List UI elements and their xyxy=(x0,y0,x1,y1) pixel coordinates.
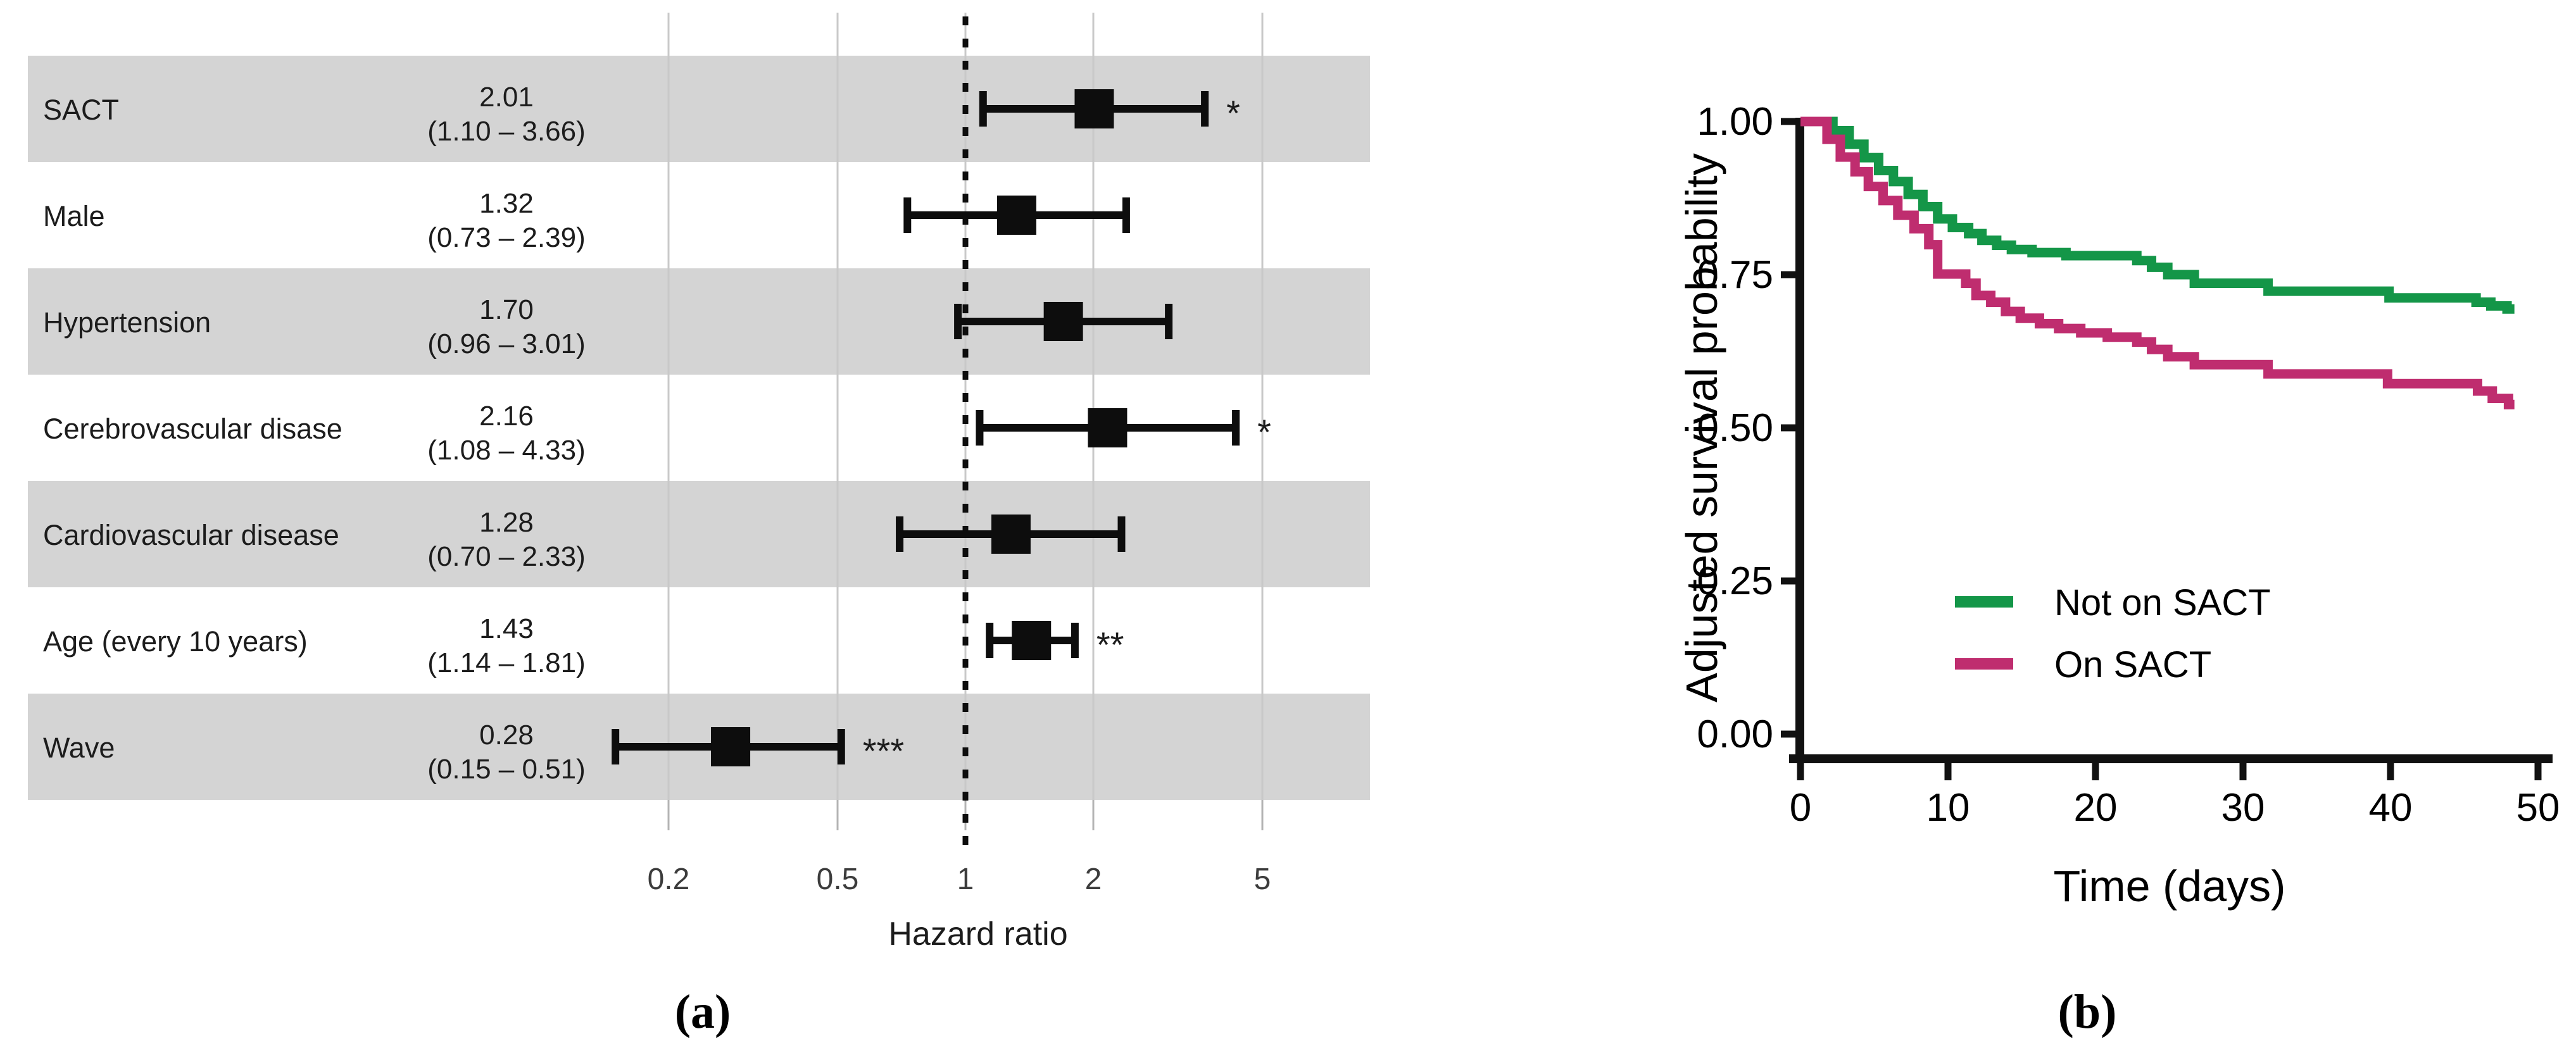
row-label: Male xyxy=(43,200,105,232)
x-tick-label: 2 xyxy=(1085,863,1102,896)
estimate-box-marker xyxy=(1043,302,1083,341)
survival-curve-not-on-sact xyxy=(1800,116,2515,314)
significance-stars: * xyxy=(1257,412,1271,452)
significance-stars: ** xyxy=(1096,625,1124,664)
legend-swatch-not-on-sact xyxy=(1955,596,2013,608)
row-confidence-interval: (1.14 – 1.81) xyxy=(427,647,586,678)
row-estimate-value: 1.32 xyxy=(479,188,534,219)
estimate-box-marker xyxy=(996,196,1036,235)
row-band xyxy=(28,481,1370,587)
x-axis-title: Time (days) xyxy=(2054,861,2286,911)
estimate-box-marker xyxy=(711,727,751,766)
legend-label: On SACT xyxy=(2054,644,2211,685)
row-confidence-interval: (1.08 – 4.33) xyxy=(427,435,586,466)
y-tick-label: 1.00 xyxy=(1697,100,1773,144)
row-confidence-interval: (1.10 – 3.66) xyxy=(427,116,586,147)
row-confidence-interval: (0.96 – 3.01) xyxy=(427,328,586,359)
estimate-box-marker xyxy=(1074,89,1114,128)
x-tick-label: 50 xyxy=(2516,786,2560,830)
x-tick-label: 30 xyxy=(2221,786,2265,830)
y-tick-label: 0.00 xyxy=(1697,713,1773,756)
y-axis-title: Adjusted survival probability xyxy=(1677,153,1726,702)
y-tick-label: 0.50 xyxy=(1697,406,1773,450)
row-estimate-value: 0.28 xyxy=(479,720,534,751)
row-estimate-value: 1.28 xyxy=(479,507,534,538)
row-label: Age (every 10 years) xyxy=(43,625,308,658)
x-tick-label: 40 xyxy=(2369,786,2413,830)
y-tick-label: 0.25 xyxy=(1697,559,1773,603)
row-label: Hypertension xyxy=(43,306,211,339)
estimate-box-marker xyxy=(1012,621,1052,660)
survival-curve-on-sact xyxy=(1800,116,2515,409)
x-tick-label: 0.5 xyxy=(817,863,859,896)
row-estimate-value: 2.01 xyxy=(479,82,534,113)
estimate-box-marker xyxy=(991,515,1031,554)
panel-b-label: (b) xyxy=(2058,985,2117,1039)
row-estimate-value: 1.70 xyxy=(479,294,534,325)
row-label: Wave xyxy=(43,732,115,764)
x-tick-label: 10 xyxy=(1926,786,1970,830)
row-confidence-interval: (0.70 – 2.33) xyxy=(427,541,586,572)
x-axis-title: Hazard ratio xyxy=(888,916,1067,952)
significance-stars: *** xyxy=(863,731,904,771)
x-tick-label: 5 xyxy=(1254,863,1271,896)
row-confidence-interval: (0.15 – 0.51) xyxy=(427,754,586,785)
legend-swatch-on-sact xyxy=(1955,658,2013,670)
panel-a-label: (a) xyxy=(674,985,731,1039)
forest-plot-panel: SACT 2.01(1.10 – 3.66) * Male 1.32(0.73 – 2.… xyxy=(28,13,1370,952)
row-confidence-interval: (0.73 – 2.39) xyxy=(427,222,586,253)
estimate-box-marker xyxy=(1088,408,1128,447)
row-label: Cardiovascular disease xyxy=(43,519,339,551)
legend-label: Not on SACT xyxy=(2054,582,2271,623)
x-tick-label: 0 xyxy=(1790,786,1811,830)
row-label: Cerebrovascular disase xyxy=(43,413,342,445)
row-label: SACT xyxy=(43,94,119,126)
row-estimate-value: 1.43 xyxy=(479,613,534,644)
row-estimate-value: 2.16 xyxy=(479,401,534,432)
x-tick-label: 1 xyxy=(957,863,974,896)
x-tick-label: 20 xyxy=(2074,786,2118,830)
significance-stars: * xyxy=(1226,93,1240,133)
x-tick-label: 0.2 xyxy=(648,863,690,896)
survival-plot-panel: 1.00 0.75 0.50 0.25 0.00 0 10 20 30 40 50 Time (day… xyxy=(1677,100,2560,911)
y-tick-label: 0.75 xyxy=(1697,253,1773,297)
